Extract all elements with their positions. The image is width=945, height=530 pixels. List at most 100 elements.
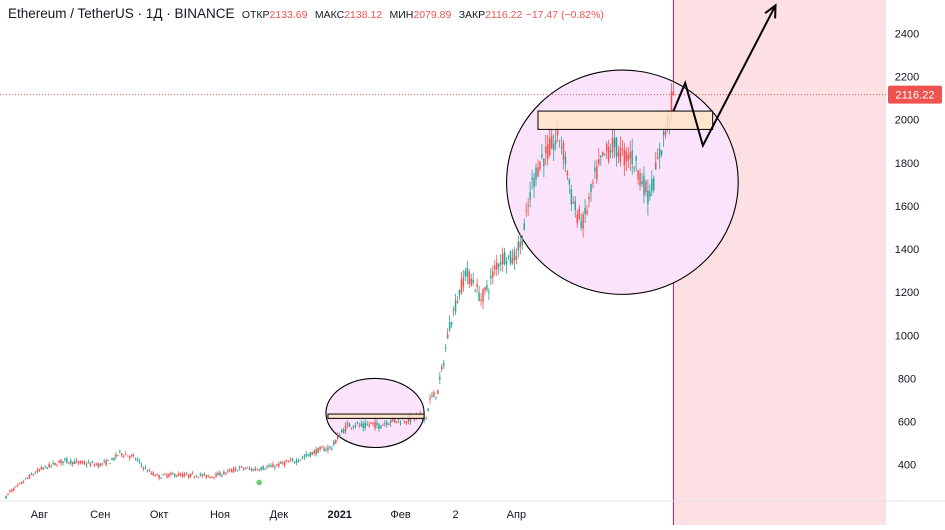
candle-body: [189, 473, 192, 478]
candle-body: [576, 214, 578, 224]
candle-body: [299, 459, 302, 461]
candle-body: [556, 128, 559, 136]
candle-body: [193, 476, 196, 478]
candle-body: [539, 161, 541, 170]
candle-body: [62, 461, 64, 464]
candle-body: [181, 473, 184, 477]
forecast-arrow-head: [764, 3, 777, 19]
candle-body: [511, 257, 514, 264]
candle-body: [572, 202, 575, 204]
candle-body: [183, 473, 186, 476]
candle-body: [670, 91, 673, 114]
candle-body: [399, 422, 402, 424]
candle-body: [460, 279, 463, 293]
candle-body: [126, 455, 129, 457]
candle-body: [560, 146, 563, 148]
candle-body: [462, 277, 465, 287]
candle-body: [649, 191, 651, 197]
candle-body: [476, 283, 478, 287]
candle-body: [177, 473, 180, 476]
candle-body: [256, 469, 259, 471]
candle-body: [547, 144, 549, 159]
candle-body: [474, 290, 476, 292]
candle-body: [651, 178, 653, 192]
candle-body: [354, 425, 357, 427]
candle-body: [115, 454, 117, 458]
candle-body: [315, 449, 317, 455]
candle-body: [217, 472, 219, 476]
candle-body: [32, 474, 35, 476]
candle-body: [68, 462, 70, 464]
candle-body: [340, 430, 343, 433]
y-tick-label: 1400: [895, 244, 919, 256]
candle-body: [87, 461, 90, 464]
candle-body: [435, 397, 437, 399]
candle-body: [488, 291, 490, 293]
candle-body: [244, 468, 247, 470]
candle-body: [338, 434, 341, 437]
candle-body: [297, 460, 300, 462]
candle-body: [537, 167, 539, 177]
candle-body: [103, 461, 105, 463]
y-tick-label: 1600: [895, 201, 919, 213]
candle-body: [75, 460, 78, 462]
candle-body: [5, 495, 7, 499]
close-value: 2116.22: [485, 9, 523, 21]
candle-body: [350, 427, 353, 429]
candle-body: [672, 91, 675, 95]
candle-body: [348, 424, 351, 427]
candle-body: [248, 468, 251, 470]
candle-body: [325, 449, 327, 451]
close-label: ЗАКР: [458, 9, 486, 21]
candle-body: [93, 464, 96, 466]
candle-body: [568, 179, 571, 185]
candle-body: [376, 422, 378, 426]
candle-body: [625, 151, 628, 162]
candle-body: [423, 416, 425, 421]
candle-body: [219, 472, 221, 476]
candle-body: [56, 465, 58, 467]
candle-body: [356, 422, 359, 424]
candle-body: [442, 362, 445, 366]
candle-body: [138, 460, 141, 462]
candle-body: [152, 472, 154, 476]
candle-body: [209, 476, 211, 479]
candle-body: [28, 474, 31, 479]
x-tick-label: 2: [452, 509, 458, 521]
candle-body: [427, 408, 429, 412]
candle-body: [454, 300, 457, 312]
candle-body: [289, 459, 292, 461]
candle-body: [109, 463, 111, 465]
candle-body: [191, 473, 194, 475]
candle-body: [549, 138, 551, 155]
candle-body: [179, 474, 182, 476]
candle-body: [282, 462, 284, 464]
candle-body: [364, 422, 366, 429]
candle-body: [38, 469, 41, 471]
candle-body: [174, 473, 176, 477]
candle-body: [497, 264, 500, 267]
candle-body: [254, 468, 257, 470]
candle-body: [142, 467, 145, 469]
y-tick-label: 1200: [895, 287, 919, 299]
candle-body: [484, 287, 486, 291]
x-tick-label: Ноя: [210, 509, 230, 521]
candle-body: [588, 196, 590, 199]
candle-body: [283, 462, 286, 466]
candle-body: [232, 468, 235, 472]
highlight-circle: [506, 69, 739, 295]
candle-body: [662, 131, 665, 136]
candle-body: [50, 465, 52, 467]
candle-body: [195, 475, 198, 477]
candle-body: [545, 146, 547, 154]
candle-body: [97, 463, 100, 467]
candle-body: [643, 175, 645, 196]
candle-body: [170, 472, 172, 475]
candle-body: [529, 192, 531, 200]
candle-body: [405, 421, 408, 423]
candle-body: [327, 447, 329, 451]
candle-body: [40, 467, 43, 470]
candle-body: [73, 461, 76, 465]
